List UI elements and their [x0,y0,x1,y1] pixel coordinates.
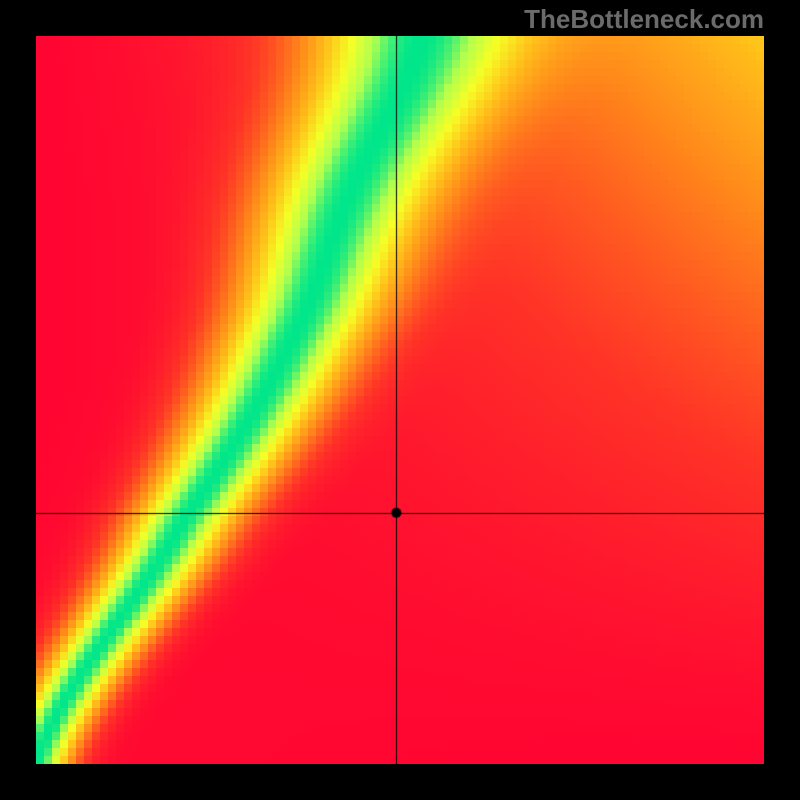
chart-container: TheBottleneck.com [0,0,800,800]
watermark-text: TheBottleneck.com [524,4,764,35]
crosshair-overlay [36,36,764,764]
